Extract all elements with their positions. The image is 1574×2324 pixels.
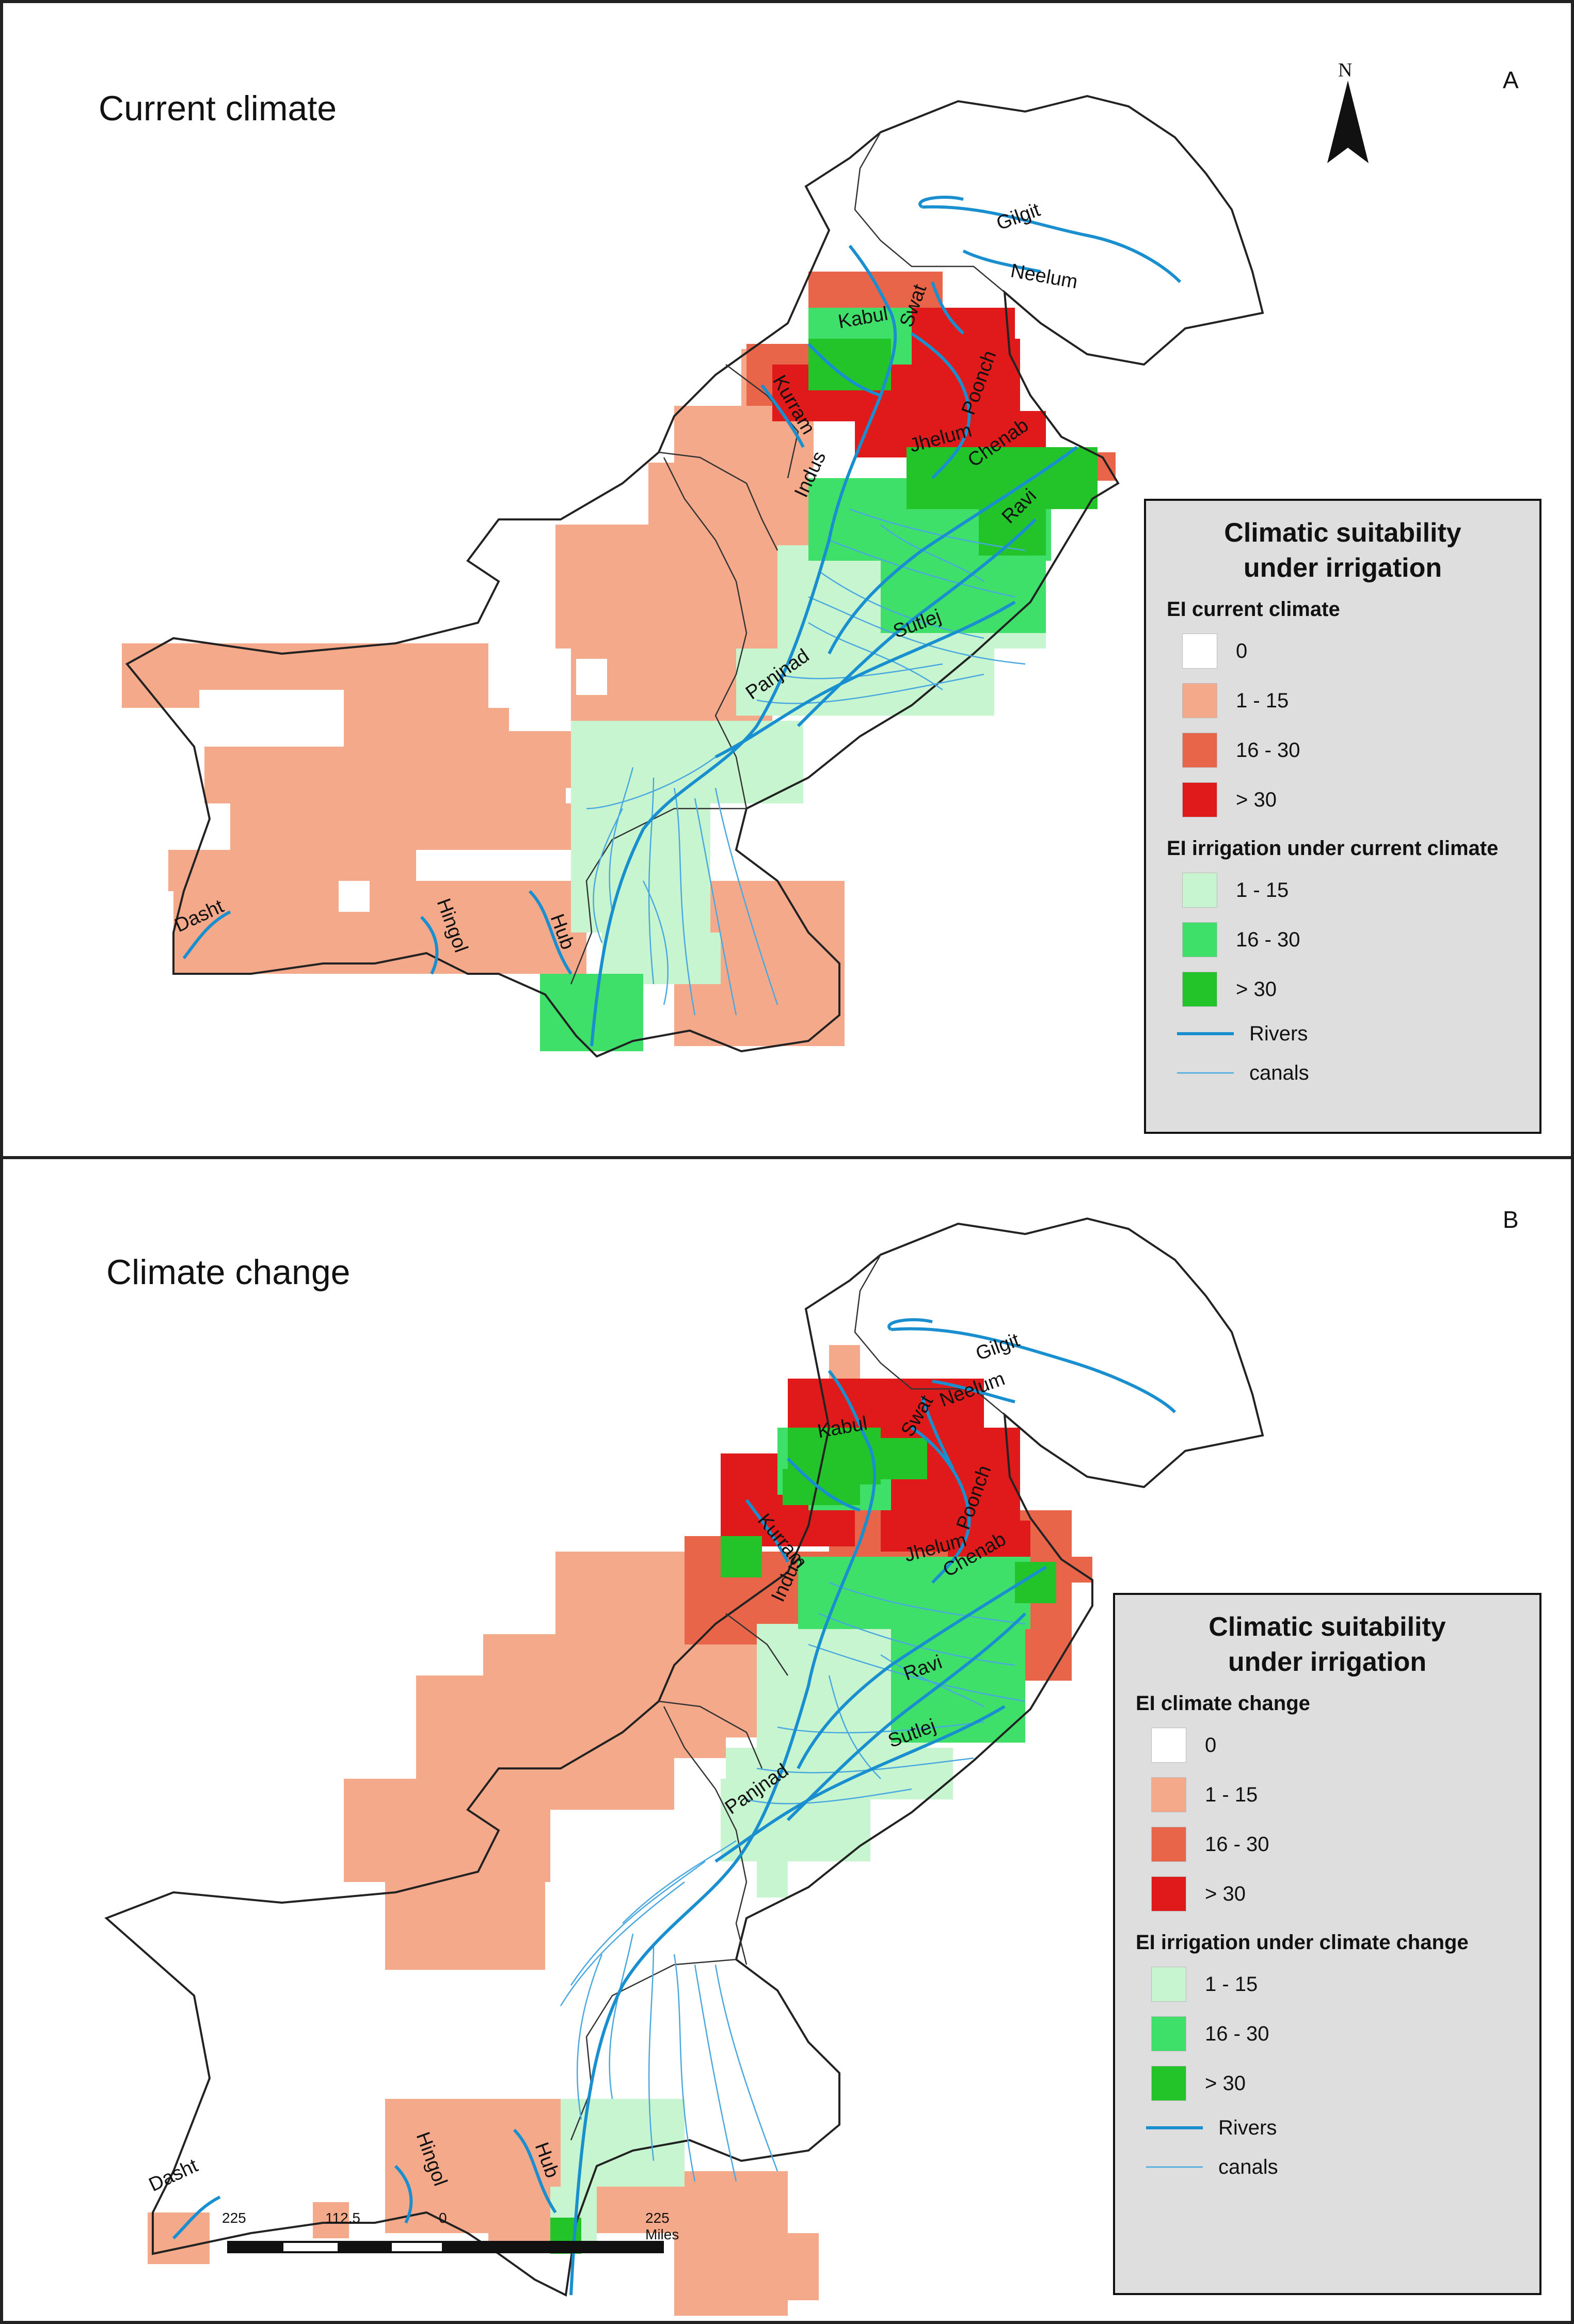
river-line-icon bbox=[1146, 2126, 1203, 2129]
legend-group-title: EI current climate bbox=[1167, 598, 1340, 621]
legend-swatch bbox=[1151, 2016, 1186, 2051]
legend-rivers: Rivers bbox=[1146, 2108, 1539, 2147]
legend-item: > 30 bbox=[1182, 965, 1539, 1014]
legend-swatch bbox=[1151, 1876, 1186, 1911]
legend: Climatic suitability under irrigation EI… bbox=[1144, 499, 1541, 1134]
legend-swatch bbox=[1151, 1728, 1186, 1763]
legend: Climatic suitability under irrigation EI… bbox=[1113, 1593, 1541, 2295]
scale-tick: 0 bbox=[439, 2210, 447, 2226]
legend-swatch bbox=[1182, 922, 1217, 957]
legend-group-title: EI climate change bbox=[1136, 1692, 1310, 1715]
country-boundary bbox=[125, 94, 1264, 1058]
legend-swatch bbox=[1151, 1777, 1186, 1812]
scale-tick: 112.5 bbox=[325, 2210, 360, 2226]
map-a: Gilgit Neelum Swat Kabul Poonch Kurram J… bbox=[122, 94, 1264, 1058]
legend-item: 1 - 15 bbox=[1151, 1959, 1539, 2009]
ei-0-cells bbox=[199, 649, 607, 912]
legend-rivers: Rivers bbox=[1177, 1014, 1539, 1053]
legend-item: 1 - 15 bbox=[1151, 1770, 1539, 1820]
legend-item: 0 bbox=[1182, 626, 1539, 676]
panel-title: Current climate bbox=[99, 89, 337, 128]
legend-swatch bbox=[1151, 2066, 1186, 2101]
legend-group-title: EI irrigation under current climate bbox=[1167, 837, 1499, 860]
legend-swatch bbox=[1182, 683, 1217, 718]
legend-item: > 30 bbox=[1182, 775, 1539, 825]
panel-b: Climate change B bbox=[0, 1159, 1574, 2324]
river-label-dasht: Dasht bbox=[146, 2155, 201, 2196]
ei-gt30-cells bbox=[721, 1379, 1030, 1572]
rivers bbox=[172, 1318, 1176, 2296]
legend-item: 16 - 30 bbox=[1182, 725, 1539, 775]
north-arrow-icon bbox=[1327, 81, 1369, 163]
canals bbox=[586, 508, 1026, 1016]
legend-item: 16 - 30 bbox=[1151, 2009, 1539, 2059]
panel-a: Current climate A bbox=[0, 0, 1574, 1159]
canals bbox=[560, 1582, 1026, 2182]
river-line-icon bbox=[1177, 1032, 1234, 1035]
canal-line-icon bbox=[1177, 1072, 1234, 1074]
river-label-gilgit: Gilgit bbox=[994, 199, 1043, 234]
legend-canals: canals bbox=[1146, 2147, 1539, 2187]
legend-item: 16 - 30 bbox=[1151, 1820, 1539, 1869]
legend-swatch bbox=[1182, 782, 1217, 817]
legend-swatch bbox=[1151, 1827, 1186, 1862]
panel-letter: B bbox=[1503, 1206, 1519, 1233]
legend-title: Climatic suitability under irrigation bbox=[1209, 1612, 1446, 1677]
rivers bbox=[182, 196, 1182, 1047]
scale-tick: 225 bbox=[222, 2210, 246, 2226]
legend-swatch bbox=[1151, 1967, 1186, 2002]
legend-item: 1 - 15 bbox=[1182, 865, 1539, 915]
legend-item: 1 - 15 bbox=[1182, 676, 1539, 725]
legend-swatch bbox=[1182, 972, 1217, 1007]
scale-tick: 225 Miles bbox=[645, 2210, 679, 2242]
suitability-grid bbox=[148, 1345, 1092, 2316]
scale-bar-segment bbox=[442, 2241, 664, 2253]
north-label: N bbox=[1338, 59, 1353, 81]
country-boundary bbox=[104, 1217, 1264, 2297]
river-label-neelum: Neelum bbox=[1009, 260, 1079, 293]
legend-item: > 30 bbox=[1151, 1869, 1539, 1919]
legend-item: 0 bbox=[1151, 1720, 1539, 1770]
legend-swatch bbox=[1182, 733, 1217, 768]
map-b: Gilgit Neelum Swat Kabul Poonch Kurram J… bbox=[104, 1217, 1264, 2316]
legend-swatch bbox=[1182, 634, 1217, 669]
irr-gt30-cells bbox=[808, 339, 1098, 556]
legend-group-title: EI irrigation under climate change bbox=[1136, 1931, 1469, 1954]
legend-item: > 30 bbox=[1151, 2059, 1539, 2108]
scale-bar-segment bbox=[227, 2241, 444, 2253]
scale-bar: 225 112.5 0 225 Miles bbox=[222, 2210, 687, 2282]
canal-line-icon bbox=[1146, 2166, 1203, 2168]
river-label-gilgit: Gilgit bbox=[973, 1329, 1023, 1365]
panel-title: Climate change bbox=[106, 1253, 351, 1292]
legend-title: Climatic suitability under irrigation bbox=[1224, 518, 1461, 583]
legend-item: 16 - 30 bbox=[1182, 915, 1539, 965]
legend-canals: canals bbox=[1177, 1053, 1539, 1093]
legend-swatch bbox=[1182, 873, 1217, 908]
panel-letter: A bbox=[1503, 67, 1519, 93]
